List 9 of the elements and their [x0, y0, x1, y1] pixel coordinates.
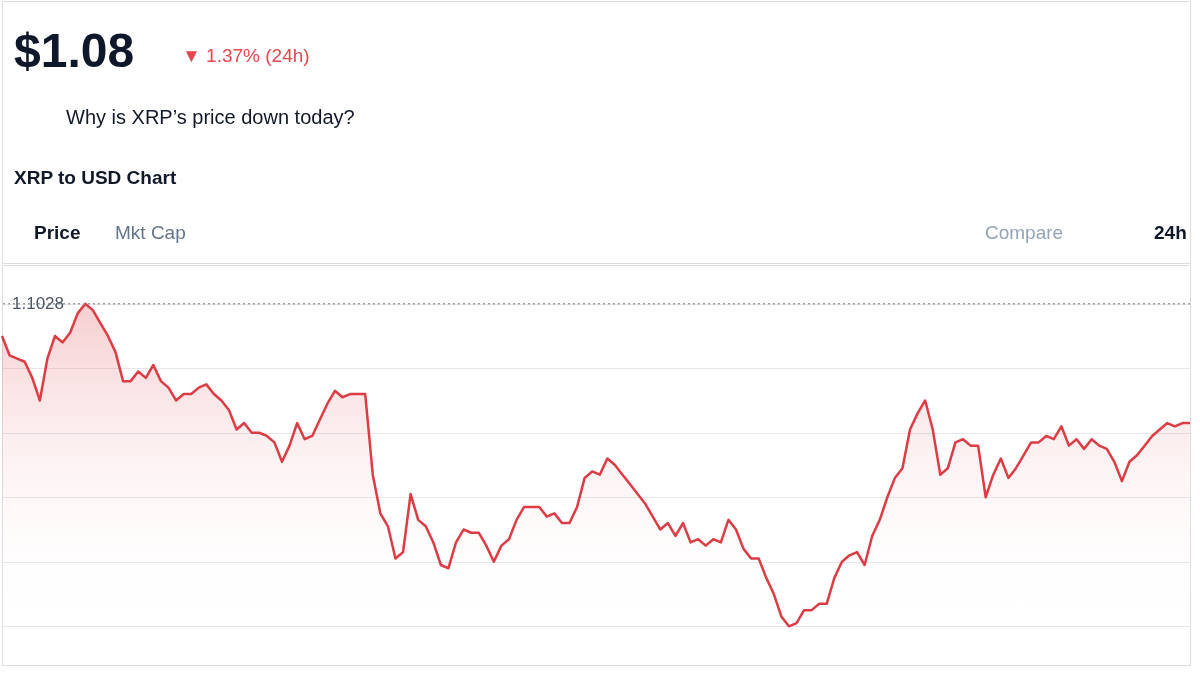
text: Price — [34, 222, 81, 243]
text: Why is XRP’s price down today? — [66, 106, 355, 128]
text: ▼ 1.37% (24h) — [182, 45, 310, 66]
chart-title: XRP to USD Chart — [14, 167, 177, 188]
text: 24h — [1154, 222, 1187, 243]
annotation: 1.1028 — [12, 293, 64, 313]
text: $1.08 — [14, 24, 135, 77]
text: Compare — [985, 222, 1064, 243]
text: Mkt Cap — [115, 222, 186, 243]
